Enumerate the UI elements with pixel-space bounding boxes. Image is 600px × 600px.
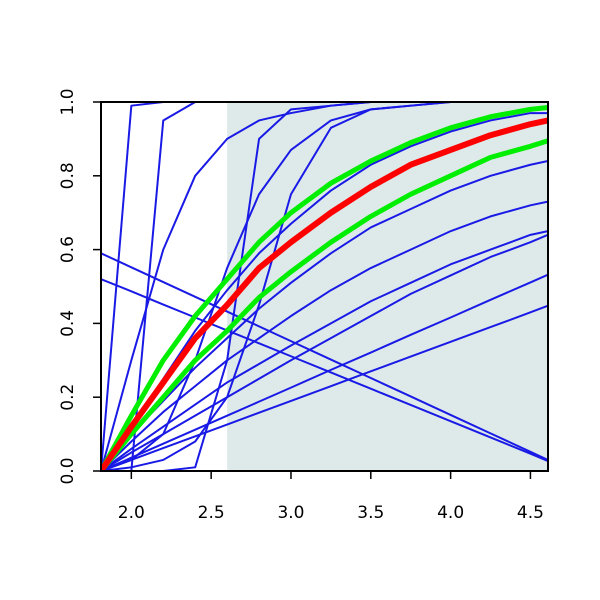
x-tick-label: 2.0 xyxy=(118,503,145,523)
curve xyxy=(101,230,548,471)
curve xyxy=(101,102,548,471)
curve xyxy=(101,102,548,471)
curve xyxy=(101,200,548,471)
x-tick-label: 2.5 xyxy=(198,503,225,523)
curve xyxy=(101,102,548,471)
curve xyxy=(101,117,548,471)
curve xyxy=(101,160,548,471)
x-tick-label: 4.5 xyxy=(517,503,544,523)
curves xyxy=(101,102,548,471)
x-tick-label: 4.0 xyxy=(437,503,464,523)
curve xyxy=(101,105,548,471)
curve xyxy=(101,304,548,471)
curve xyxy=(101,278,548,463)
curve xyxy=(101,233,548,471)
plot-box xyxy=(100,101,549,472)
y-tick-label: 0.0 xyxy=(58,457,78,484)
curve xyxy=(101,138,548,471)
y-tick-label: 0.4 xyxy=(58,310,78,337)
y-tick-label: 0.6 xyxy=(58,236,78,263)
curve xyxy=(101,102,548,471)
y-tick-label: 1.0 xyxy=(58,88,78,115)
y-tick-label: 0.8 xyxy=(58,162,78,189)
x-tick-label: 3.0 xyxy=(277,503,304,523)
x-tick-label: 3.5 xyxy=(357,503,384,523)
curve xyxy=(101,273,548,471)
y-tick-label: 0.2 xyxy=(58,384,78,411)
